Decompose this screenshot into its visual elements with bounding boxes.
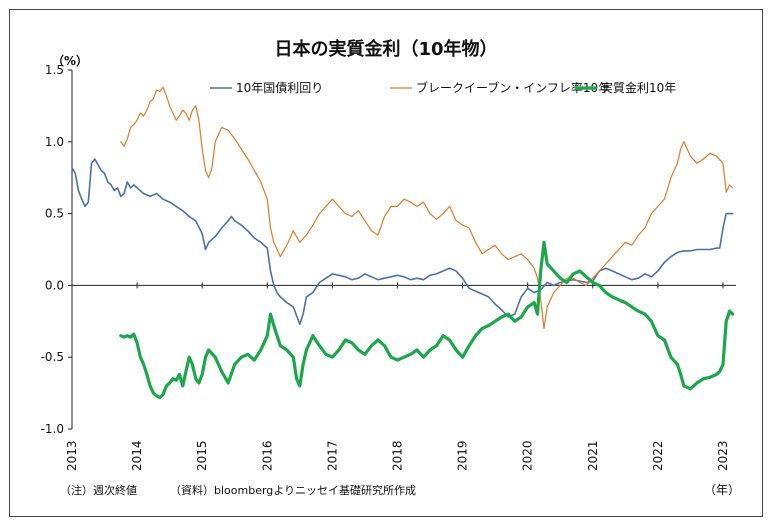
y-tick-label: 0.5	[45, 207, 64, 221]
axes-lines	[71, 70, 736, 429]
note-weekly: （注）週次終値	[60, 483, 137, 497]
x-tick-label: 2016	[260, 440, 274, 471]
y-tick-label: 1.5	[45, 63, 64, 77]
x-tick-label: 2014	[130, 440, 144, 471]
x-tick-label: 2015	[195, 440, 209, 471]
y-tick-label: 1.0	[45, 135, 64, 149]
x-tick-label: 2023	[716, 440, 730, 471]
legend-label: 実質金利10年	[601, 80, 676, 95]
y-tick-label: -1.0	[41, 422, 64, 436]
chart-title: 日本の実質金利（10年物）	[274, 38, 497, 60]
note-source: （資料）bloombergよりニッセイ基礎研究所作成	[170, 483, 416, 497]
x-tick-label: 2013	[65, 440, 79, 471]
x-tick-label: 2019	[456, 440, 470, 471]
y-axis: 1.5 1.0 0.5 0.0 -0.5 -1.0	[41, 63, 72, 436]
x-tick-label: 2021	[586, 440, 600, 471]
y-tick-label: 0.0	[45, 278, 64, 292]
x-unit-label: （年）	[704, 483, 740, 497]
series-lines	[71, 86, 735, 399]
y-tick-label: -0.5	[41, 350, 64, 364]
x-tick-label: 2017	[325, 440, 339, 471]
x-axis: 2013 2014 2015 2016 2017 2018 2019 2020 2021 2022…	[65, 282, 730, 471]
series-line-real-rate	[119, 240, 735, 399]
legend-label: 10年国債利回り	[236, 80, 323, 95]
series-line-breakeven	[120, 86, 734, 330]
x-tick-label: 2022	[651, 440, 665, 471]
series-line-10y-yield	[71, 158, 734, 325]
chart-svg: 日本の実質金利（10年物） （%） （年） （注）週次終値 （資料）bloomb…	[41, 38, 740, 497]
chart-frame: 日本の実質金利（10年物） （%） （年） （注）週次終値 （資料）bloomb…	[9, 9, 763, 517]
x-tick-label: 2020	[521, 440, 535, 471]
y-unit-label: （%）	[52, 53, 88, 68]
legend-label: ブレークイーブン・インフレ率10年	[416, 80, 610, 95]
x-tick-label: 2018	[390, 440, 404, 471]
